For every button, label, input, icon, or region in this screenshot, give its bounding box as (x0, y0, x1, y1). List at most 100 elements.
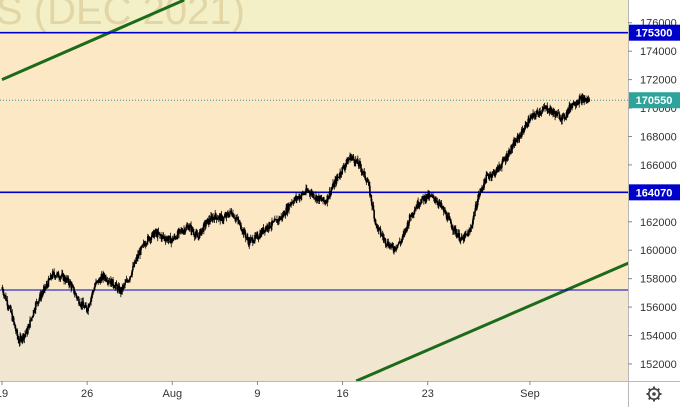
candle-body (395, 248, 397, 250)
candle-body (157, 231, 160, 234)
candle-body (528, 120, 531, 123)
candle-body (95, 281, 98, 283)
price-labels: 175300 164070 170550 (629, 24, 680, 201)
candle-body (254, 235, 256, 241)
candle-body (17, 336, 19, 339)
candle-body (225, 213, 228, 218)
candle-body (117, 286, 119, 291)
candle-body (542, 106, 545, 109)
candle-body (546, 105, 549, 112)
candle-body (304, 193, 307, 194)
candle-body (552, 112, 554, 114)
candle-body (34, 309, 36, 312)
candle-body (269, 222, 271, 228)
candle-body (533, 113, 535, 115)
candle-body (245, 237, 248, 239)
candle-body (301, 192, 304, 194)
candle-body (358, 161, 361, 166)
candle-body (154, 230, 157, 234)
candle-body (374, 218, 376, 220)
candle-body (279, 217, 282, 220)
candle-body (144, 244, 147, 246)
candle-body (59, 276, 62, 279)
candle-body (124, 282, 126, 286)
candle-body (67, 277, 70, 283)
candle-body (30, 317, 33, 321)
candle-body (195, 232, 198, 235)
candle-body (192, 231, 195, 233)
trend-line-1[interactable] (1, 0, 185, 81)
candle-body (182, 230, 185, 234)
candle-body (448, 216, 451, 219)
candle-body (228, 213, 231, 217)
candle-body (540, 112, 543, 114)
candle-body (305, 188, 308, 191)
trend-lines[interactable] (1, 0, 630, 383)
candle-body (415, 207, 417, 210)
candle-body (47, 278, 50, 287)
candle-body (368, 182, 370, 186)
candle-body (485, 174, 488, 183)
candle-body (191, 227, 194, 232)
candle-body (153, 233, 155, 238)
candle-body (452, 230, 455, 232)
candle-body (506, 157, 509, 160)
candle-body (457, 235, 459, 238)
candle-body (41, 293, 43, 295)
candle-body (379, 227, 381, 229)
candle-body (150, 237, 153, 241)
candle-body (585, 98, 588, 102)
candle-body (449, 218, 451, 220)
candle-body (34, 302, 37, 310)
level-price-label-box (629, 184, 680, 201)
candle-body (273, 221, 275, 223)
candle-body (86, 310, 89, 312)
candle-body (19, 336, 21, 342)
candle-body (161, 235, 163, 239)
candle-body (139, 247, 142, 255)
y-tick-label: 172000 (640, 75, 677, 87)
candle-body (271, 220, 273, 227)
candle-body (90, 297, 92, 303)
candle-body (52, 271, 55, 273)
candle-body (372, 205, 375, 211)
candle-body (55, 276, 58, 277)
level-price-label-box (629, 24, 680, 41)
candle-body (491, 175, 493, 178)
trend-line-2[interactable] (355, 261, 630, 383)
candle-body (404, 228, 407, 234)
y-tick-label: 160000 (640, 245, 677, 257)
candle-body (240, 229, 243, 231)
candle-body (578, 98, 581, 104)
candle-body (536, 110, 539, 112)
candle-body (365, 180, 368, 183)
candle-body (193, 232, 195, 236)
candle-body (484, 179, 486, 182)
candle-body (354, 159, 357, 164)
candle-body (222, 220, 224, 222)
candle-body (525, 122, 528, 127)
candle-body (87, 305, 90, 311)
candle-body (300, 192, 303, 196)
candle-body (6, 300, 9, 306)
candle-body (474, 210, 476, 217)
candle-body (260, 230, 263, 237)
gear-hub[interactable] (652, 392, 656, 396)
candle-body (435, 200, 437, 202)
candle-body (252, 242, 255, 244)
candle-body (8, 306, 11, 309)
candle-body (318, 196, 321, 202)
candle-body (445, 212, 448, 219)
y-tick-label: 158000 (640, 274, 677, 286)
candle-body (575, 103, 578, 106)
candle-body (347, 159, 350, 161)
candle-body (77, 298, 80, 299)
settings-gear-icon[interactable] (646, 386, 662, 402)
candle-body (540, 112, 542, 114)
candle-body (307, 190, 309, 192)
candle-body (220, 214, 222, 221)
candle-body (471, 225, 473, 228)
candle-body (451, 227, 454, 229)
